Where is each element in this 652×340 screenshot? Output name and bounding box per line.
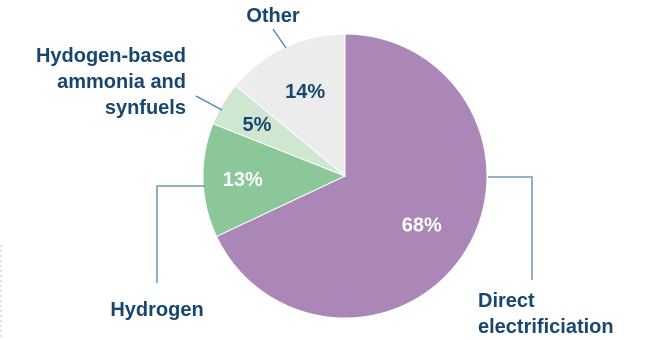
pie-slice-direct-electrificiation — [215, 33, 488, 319]
leader-line-synfuels — [195, 95, 223, 111]
percent-label-direct-electrificiation: 68% — [402, 215, 442, 237]
label-synfuels-line1: Hydogen-based — [36, 45, 186, 67]
percent-label-hydogen-based-ammonia-and-synfuels: 5% — [243, 114, 272, 136]
pie-slice-other — [234, 33, 346, 178]
leader-line-direct — [488, 176, 533, 280]
label-synfuels-line3: synfuels — [105, 97, 186, 119]
percent-labels: 68% 13% 5% 14% — [223, 81, 442, 236]
label-direct-line1: Direct — [478, 290, 535, 312]
percent-label-other: 14% — [285, 81, 325, 103]
label-synfuels-line2: ammonia and — [57, 71, 186, 93]
pie-slice-hydrogen — [202, 123, 347, 238]
label-direct-line2: electrificiation — [478, 316, 614, 338]
pie-slices — [202, 33, 488, 319]
label-hydrogen: Hydrogen — [110, 299, 203, 321]
leader-line-hydrogen — [156, 185, 205, 283]
label-other: Other — [246, 5, 300, 27]
percent-label-hydrogen: 13% — [223, 169, 263, 191]
leader-line-other — [272, 28, 287, 49]
